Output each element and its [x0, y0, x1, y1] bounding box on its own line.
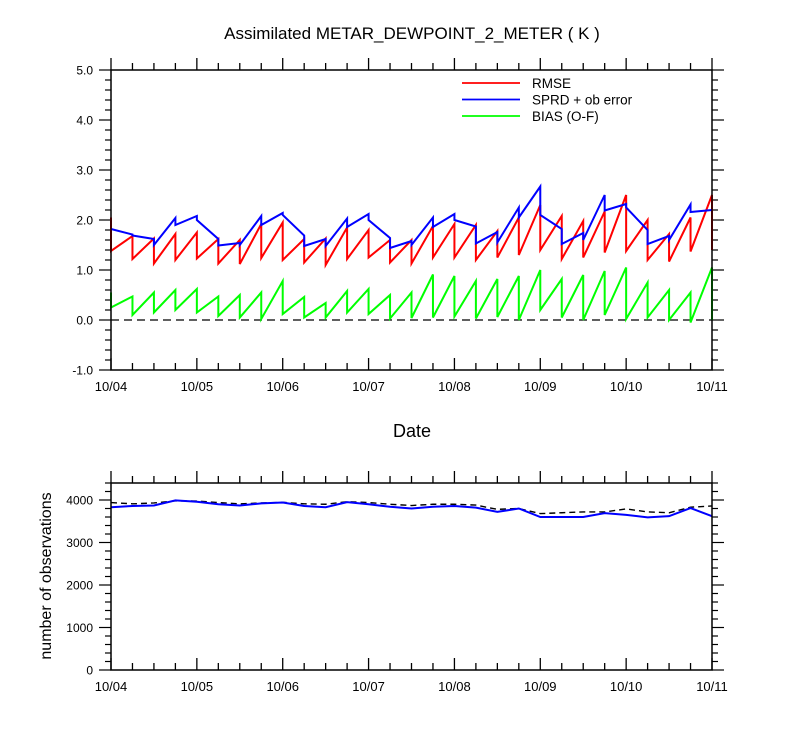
y-tick-label: 3.0 — [76, 164, 93, 178]
y-axis-label-observations: number of observations — [38, 492, 55, 659]
bottom-plot-frame — [110, 482, 713, 671]
x-tick-label: 10/09 — [524, 379, 557, 394]
chart-title: Assimilated METAR_DEWPOINT_2_METER ( K ) — [224, 24, 600, 43]
y-tick-label: 0.0 — [76, 314, 93, 328]
y-tick-label: 2000 — [66, 579, 93, 593]
x-tick-label: 10/11 — [696, 679, 728, 694]
legend-label: BIAS (O-F) — [532, 109, 599, 124]
series-line-bias-o-f — [110, 267, 713, 323]
legend-label: SPRD + ob error — [532, 93, 633, 108]
x-tick-label: 10/08 — [438, 679, 471, 694]
obs-used-line — [110, 499, 713, 519]
x-tick-label: 10/04 — [95, 679, 128, 694]
x-tick-label: 10/06 — [266, 679, 299, 694]
x-tick-label: 10/07 — [352, 379, 385, 394]
top-axes: 10/04 10/05 10/06 10/07 10/08 10/09 10/10 10/11… — [72, 58, 728, 394]
x-tick-label: 10/07 — [352, 679, 385, 694]
y-tick-label: 4.0 — [76, 114, 93, 128]
legend-label: RMSE — [532, 76, 571, 91]
top-chart: 10/04 10/05 10/06 10/07 10/08 10/09 10/10 10/11… — [72, 58, 728, 394]
y-tick-label: 1000 — [66, 621, 93, 635]
y-tick-label: 3000 — [66, 536, 93, 550]
x-tick-label: 10/10 — [610, 379, 643, 394]
x-axis-label: Date — [393, 421, 431, 441]
x-tick-label: 10/11 — [696, 379, 728, 394]
y-tick-label: 5.0 — [76, 64, 93, 78]
top-series-lines — [110, 183, 713, 323]
x-tick-label: 10/05 — [181, 379, 214, 394]
bottom-chart: 10/04 10/05 10/06 10/07 10/08 10/09 10/10 10/11… — [66, 471, 728, 694]
y-tick-label: 2.0 — [76, 214, 93, 228]
y-tick-label: -1.0 — [72, 364, 93, 378]
top-plot-frame — [110, 69, 713, 371]
x-tick-label: 10/10 — [610, 679, 643, 694]
series-line-sprd-ob-error — [110, 183, 713, 250]
x-tick-label: 10/06 — [266, 379, 299, 394]
x-tick-label: 10/05 — [181, 679, 214, 694]
obs-possible-line — [110, 500, 713, 515]
bottom-series-lines — [110, 499, 713, 519]
x-tick-label: 10/04 — [95, 379, 128, 394]
y-tick-label: 4000 — [66, 494, 93, 508]
y-tick-label: 1.0 — [76, 264, 93, 278]
series-line-rmse — [110, 194, 713, 269]
x-tick-label: 10/08 — [438, 379, 471, 394]
bottom-axes: 10/04 10/05 10/06 10/07 10/08 10/09 10/10 10/11… — [66, 471, 728, 694]
y-tick-label: 0 — [86, 664, 93, 678]
x-tick-label: 10/09 — [524, 679, 557, 694]
